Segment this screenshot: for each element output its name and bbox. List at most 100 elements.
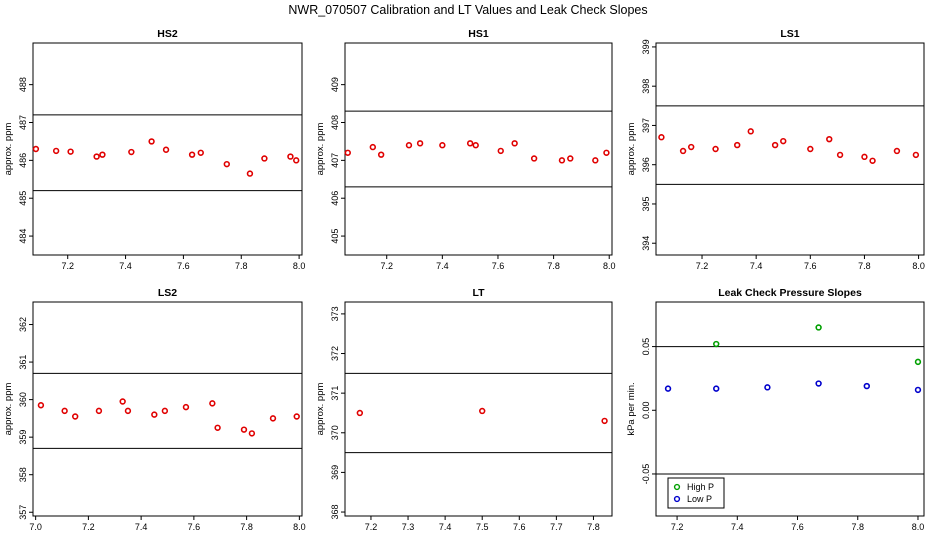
- data-point: [197, 149, 204, 156]
- data-point: [416, 140, 424, 147]
- data-point: [479, 407, 486, 415]
- y-tick-label: 486: [18, 153, 28, 168]
- x-tick-label: 7.8: [240, 522, 253, 532]
- panel-1: HS2 7.2 7.4 7.6 7.8 8.0 484 485 486 487 488 approx.…: [3, 28, 305, 271]
- y-tick-label: 368: [330, 505, 340, 520]
- y-tick-label: 485: [18, 191, 28, 206]
- data-point: [511, 140, 518, 147]
- data-point: [344, 149, 351, 156]
- y-tick-label: 406: [330, 191, 340, 206]
- y-axis-label: kPa per min.: [626, 382, 637, 435]
- y-tick-label: 394: [641, 236, 651, 251]
- y-axis-label: approx. ppm: [315, 123, 326, 176]
- data-point: [124, 407, 132, 415]
- data-point: [914, 358, 922, 366]
- y-tick-label: 373: [330, 306, 340, 321]
- panel-2: HS1 7.2 7.4 7.6 7.8 8.0 405 406 407 408 409 approx.…: [315, 28, 615, 271]
- y-tick-label: 0.00: [641, 402, 651, 420]
- data-point: [466, 140, 474, 147]
- data-point: [293, 413, 300, 420]
- x-tick-label: 7.6: [492, 261, 505, 271]
- data-point: [369, 143, 377, 151]
- x-tick-label: 7.4: [119, 261, 132, 271]
- legend: High P Low P: [667, 477, 725, 509]
- y-tick-label: 357: [18, 505, 28, 520]
- x-tick-label: 7.6: [791, 522, 804, 532]
- data-point: [472, 142, 479, 149]
- y-tick-label: 409: [330, 77, 340, 92]
- y-tick-label: 487: [18, 115, 28, 130]
- legend-marker: [673, 495, 681, 503]
- data-point: [148, 138, 155, 145]
- y-tick-label: 488: [18, 77, 28, 92]
- data-point: [530, 155, 538, 162]
- figure-title: NWR_070507 Calibration and LT Values and…: [288, 3, 647, 17]
- panel-title: LS2: [158, 287, 177, 299]
- x-tick-label: 7.8: [858, 261, 871, 271]
- data-point: [807, 145, 814, 153]
- plot-frame: [344, 301, 613, 517]
- data-point: [162, 146, 170, 153]
- data-point: [182, 403, 190, 411]
- data-point: [439, 142, 446, 149]
- data-point: [405, 142, 413, 149]
- plot-frame: [344, 42, 613, 256]
- data-point: [128, 148, 135, 156]
- x-tick-label: 8.0: [293, 261, 306, 271]
- data-point: [893, 147, 901, 155]
- x-tick-label: 7.2: [82, 522, 95, 532]
- x-tick-label: 7.4: [750, 261, 763, 271]
- data-point: [603, 149, 610, 156]
- x-tick-label: 7.6: [188, 522, 201, 532]
- data-point: [592, 157, 599, 164]
- x-tick-label: 7.4: [135, 522, 148, 532]
- x-tick-label: 7.2: [61, 261, 74, 271]
- x-tick-label: 7.8: [235, 261, 248, 271]
- plot-frame: [655, 301, 925, 517]
- x-tick-label: 7.6: [804, 261, 817, 271]
- y-tick-label: 372: [330, 346, 340, 361]
- data-point: [567, 155, 574, 162]
- y-tick-label: 360: [18, 392, 28, 407]
- legend-label: High P: [687, 482, 714, 492]
- x-tick-label: 7.8: [547, 261, 560, 271]
- y-tick-label: 359: [18, 430, 28, 445]
- y-tick-label: -0.05: [641, 464, 651, 485]
- panel-4: LS2 7.0 7.2 7.4 7.6 7.8 8.0 357 358 359 360 361 362 a…: [3, 287, 306, 532]
- plot-frame: [655, 42, 925, 256]
- data-point: [771, 141, 779, 149]
- data-point: [61, 407, 68, 415]
- data-point: [861, 153, 868, 161]
- data-point: [687, 143, 695, 151]
- data-point: [764, 384, 771, 391]
- y-tick-label: 369: [330, 465, 340, 480]
- y-tick-label: 361: [18, 355, 28, 370]
- y-tick-label: 484: [18, 229, 28, 244]
- x-tick-label: 8.0: [912, 522, 925, 532]
- legend-marker: [673, 483, 681, 491]
- x-tick-label: 7.6: [513, 522, 526, 532]
- data-point: [658, 134, 665, 141]
- panel-6: Leak Check Pressure Slopes 7.2 7.4 7.6 7.8 8.…: [626, 287, 925, 532]
- data-point: [914, 386, 922, 394]
- data-point: [869, 157, 876, 164]
- x-tick-label: 7.4: [439, 522, 452, 532]
- panel-title: Leak Check Pressure Slopes: [718, 287, 862, 299]
- data-point: [214, 424, 221, 431]
- data-point: [71, 413, 79, 420]
- y-tick-label: 399: [641, 39, 651, 54]
- y-tick-label: 397: [641, 118, 651, 133]
- data-point: [223, 160, 230, 168]
- data-point: [497, 147, 504, 155]
- data-point: [209, 400, 216, 407]
- y-tick-label: 408: [330, 115, 340, 130]
- y-tick-label: 405: [330, 229, 340, 244]
- y-tick-label: 0.05: [641, 338, 651, 356]
- data-point: [269, 415, 277, 422]
- data-point: [747, 128, 754, 135]
- data-point: [863, 382, 870, 390]
- x-tick-label: 7.7: [550, 522, 563, 532]
- data-point: [248, 430, 256, 437]
- data-point: [601, 417, 608, 425]
